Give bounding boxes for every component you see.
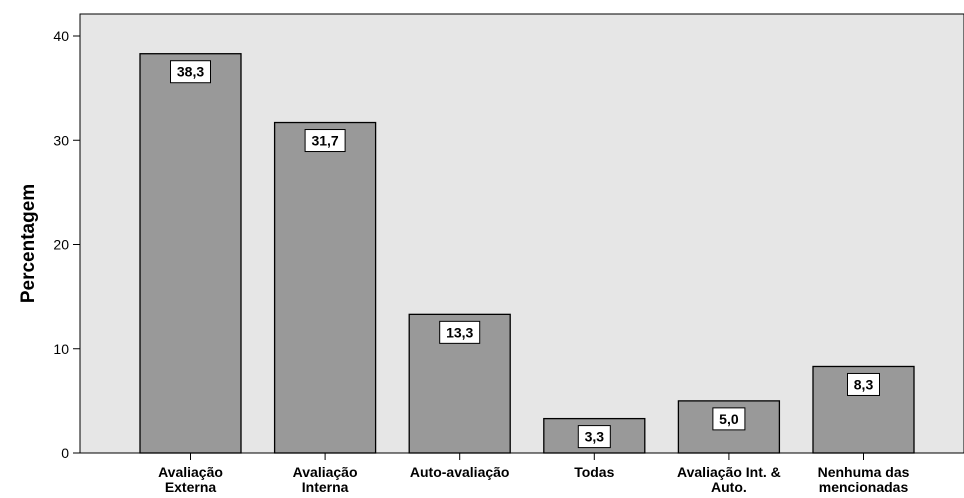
data-label-0: 38,3: [177, 64, 204, 80]
data-label-box-4: [712, 407, 746, 431]
data-label-box-0: [170, 60, 211, 84]
data-label-5: 8,3: [854, 376, 874, 392]
y-axis-title: Percentagem: [18, 184, 39, 303]
bar-group-2: 13,3 Auto-avaliação: [408, 313, 511, 480]
category-label-1-0: Avaliação: [293, 464, 358, 480]
data-label-1: 31,7: [311, 133, 338, 149]
category-label-4-0: Avaliação Int. &: [677, 464, 781, 480]
data-label-box-3: [577, 425, 611, 449]
y-tick-label-20: 20: [53, 237, 69, 253]
data-label-box-1: [304, 129, 346, 153]
category-label-4-1: Auto.: [711, 479, 747, 495]
bar-group-3: 3,3 Todas: [543, 417, 646, 480]
data-label-box-2: [439, 320, 481, 344]
bar-1: [273, 121, 377, 454]
data-label-4: 5,0: [719, 411, 739, 427]
bar-0: [139, 53, 242, 454]
category-label-5-1: mencionadas: [819, 479, 909, 495]
category-label-2-0: Auto-avaliação: [410, 464, 510, 480]
category-label-0-1: Externa: [165, 479, 217, 495]
data-label-box-5: [847, 372, 880, 396]
y-tick-label-40: 40: [53, 28, 69, 44]
category-label-1-1: Interna: [302, 479, 349, 495]
data-label-3: 3,3: [585, 429, 605, 445]
category-label-5-0: Nenhuma das: [818, 464, 910, 480]
category-label-3-0: Todas: [574, 464, 614, 480]
y-tick-label-10: 10: [53, 341, 69, 357]
data-label-2: 13,3: [446, 324, 473, 340]
bar-group-4: 5,0 Avaliação Int. &Auto.: [677, 400, 781, 495]
category-label-0-0: Avaliação: [158, 464, 223, 480]
y-tick-label-0: 0: [61, 445, 69, 461]
y-tick-label-30: 30: [53, 132, 69, 148]
bar-5: [812, 365, 915, 454]
